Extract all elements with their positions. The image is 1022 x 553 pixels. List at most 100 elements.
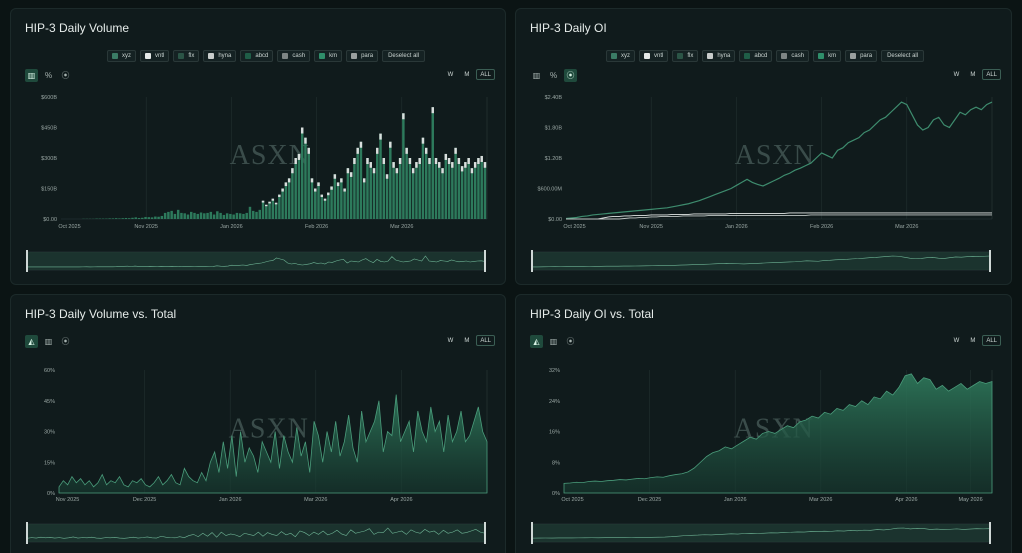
bar bbox=[336, 182, 340, 219]
bar bbox=[268, 201, 271, 219]
navigator-handle-right[interactable] bbox=[989, 250, 991, 272]
legend-chip-flx[interactable]: flx bbox=[173, 50, 200, 62]
area-chart-icon[interactable]: ◭ bbox=[25, 335, 38, 348]
range-week-button[interactable]: W bbox=[953, 71, 960, 78]
legend-label: xyz bbox=[621, 53, 630, 59]
legend-chip-km[interactable]: km bbox=[813, 50, 842, 62]
bar bbox=[134, 217, 137, 219]
legend-chip-abcd[interactable]: abcd bbox=[240, 50, 274, 62]
bar bbox=[255, 211, 258, 219]
x-tick-label: Jan 2026 bbox=[725, 224, 748, 230]
navigator-handle-right[interactable] bbox=[484, 522, 486, 544]
panel-volume-vs-total: HIP-3 Daily Volume vs. Total ◭ ▥ ⦿ W M A… bbox=[10, 294, 506, 553]
legend-chip-hyna[interactable]: hyna bbox=[702, 50, 736, 62]
bar bbox=[199, 212, 203, 219]
percent-icon[interactable]: % bbox=[44, 71, 53, 80]
navigator-handle-right[interactable] bbox=[989, 522, 991, 544]
legend-chip-para[interactable]: para bbox=[845, 50, 878, 62]
bar-segment bbox=[398, 158, 402, 164]
percent-icon[interactable]: % bbox=[549, 71, 558, 80]
bar bbox=[379, 133, 382, 219]
bar-chart-icon[interactable]: ▥ bbox=[25, 69, 38, 82]
range-month-button[interactable]: M bbox=[464, 71, 470, 78]
navigator-handle-left[interactable] bbox=[531, 522, 533, 544]
legend-swatch bbox=[644, 53, 650, 59]
legend-label: hyna bbox=[218, 53, 232, 59]
legend-label: para bbox=[860, 53, 873, 59]
legend-swatch bbox=[611, 53, 617, 59]
range-all-button[interactable]: ALL bbox=[476, 69, 495, 80]
range-navigator[interactable] bbox=[26, 522, 486, 544]
bar bbox=[340, 178, 343, 219]
bar bbox=[294, 158, 297, 219]
range-week-button[interactable]: W bbox=[447, 71, 454, 78]
bar bbox=[398, 158, 402, 219]
bar-segment bbox=[340, 178, 343, 183]
bar bbox=[248, 206, 252, 219]
y-tick-label: 24% bbox=[549, 399, 560, 405]
bar bbox=[212, 214, 216, 219]
bar-segment bbox=[473, 162, 477, 168]
legend-chip-abcd[interactable]: abcd bbox=[739, 50, 773, 62]
y-tick-label: $450B bbox=[41, 126, 57, 132]
range-month-button[interactable]: M bbox=[970, 71, 976, 78]
legend-chip-km[interactable]: km bbox=[314, 50, 343, 62]
legend-chip-cash[interactable]: cash bbox=[277, 50, 311, 62]
bar-chart-icon[interactable]: ▥ bbox=[549, 337, 558, 346]
bar bbox=[473, 162, 477, 219]
legend-chip-vntl[interactable]: vntl bbox=[140, 50, 170, 62]
bar-segment bbox=[457, 158, 461, 164]
range-navigator[interactable] bbox=[531, 250, 991, 272]
bar-chart-icon[interactable]: ▥ bbox=[44, 337, 53, 346]
deselect-all-button[interactable]: Deselect all bbox=[881, 50, 925, 62]
line-chart-icon[interactable]: ⦿ bbox=[61, 337, 70, 346]
bar bbox=[411, 168, 415, 219]
bar-segment bbox=[402, 113, 405, 120]
range-all-button[interactable]: ALL bbox=[982, 69, 1001, 80]
range-navigator[interactable] bbox=[531, 522, 991, 544]
legend-chip-flx[interactable]: flx bbox=[672, 50, 699, 62]
bar-segment bbox=[356, 147, 359, 154]
line-chart-icon[interactable]: ⦿ bbox=[61, 71, 70, 80]
range-navigator[interactable] bbox=[26, 250, 486, 272]
range-month-button[interactable]: M bbox=[970, 337, 976, 344]
line-chart-icon[interactable]: ⦿ bbox=[564, 69, 577, 82]
legend-chip-xyz[interactable]: xyz bbox=[107, 50, 136, 62]
legend-label: km bbox=[828, 53, 837, 59]
range-all-button[interactable]: ALL bbox=[982, 335, 1001, 346]
navigator-handle-right[interactable] bbox=[484, 250, 486, 272]
bar-segment bbox=[480, 155, 483, 162]
bar bbox=[470, 168, 474, 219]
range-all-button[interactable]: ALL bbox=[476, 335, 495, 346]
navigator-handle-left[interactable] bbox=[531, 250, 533, 272]
line-chart-icon[interactable]: ⦿ bbox=[566, 337, 575, 346]
bar bbox=[245, 212, 248, 219]
legend-swatch bbox=[145, 53, 151, 59]
bar bbox=[480, 155, 483, 219]
navigator-handle-left[interactable] bbox=[26, 250, 28, 272]
range-week-button[interactable]: W bbox=[953, 337, 960, 344]
navigator-handle-left[interactable] bbox=[26, 522, 28, 544]
deselect-all-button[interactable]: Deselect all bbox=[382, 50, 426, 62]
legend-chip-xyz[interactable]: xyz bbox=[606, 50, 635, 62]
legend-chip-para[interactable]: para bbox=[346, 50, 379, 62]
legend-chip-cash[interactable]: cash bbox=[776, 50, 810, 62]
bar bbox=[278, 194, 281, 219]
area-chart-icon[interactable]: ◭ bbox=[530, 335, 543, 348]
bar-chart-icon[interactable]: ▥ bbox=[532, 71, 541, 80]
bar-segment bbox=[314, 188, 317, 192]
bar-segment bbox=[278, 194, 281, 198]
legend-chip-vntl[interactable]: vntl bbox=[639, 50, 669, 62]
panel-daily-volume: HIP-3 Daily Volume xyz vntl flx hyna abcd cas… bbox=[10, 8, 506, 285]
bar-segment bbox=[304, 137, 307, 144]
bar bbox=[235, 212, 239, 219]
bar bbox=[477, 158, 480, 219]
bar bbox=[252, 210, 255, 219]
range-week-button[interactable]: W bbox=[447, 337, 454, 344]
x-tick-label: Mar 2026 bbox=[390, 224, 413, 230]
range-month-button[interactable]: M bbox=[464, 337, 470, 344]
y-tick-label: 0% bbox=[47, 491, 55, 497]
legend-chip-hyna[interactable]: hyna bbox=[203, 50, 237, 62]
legend-label: hyna bbox=[717, 53, 731, 59]
